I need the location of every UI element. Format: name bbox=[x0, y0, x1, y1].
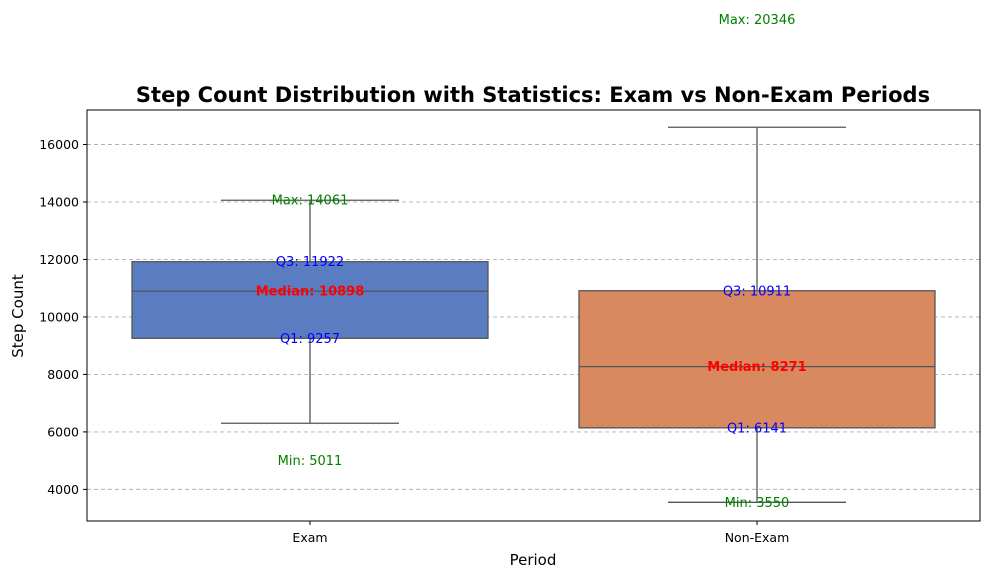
plot-frame bbox=[86, 109, 981, 522]
y-axis-label: Step Count bbox=[9, 274, 27, 358]
iqr-box bbox=[131, 261, 489, 339]
y-tick-label: 8000 bbox=[47, 367, 79, 382]
max-label: Max: 20346 bbox=[719, 13, 796, 28]
y-tick-label: 10000 bbox=[39, 309, 79, 324]
annotations: Max: 14061 Q3: 11922 Median: 10898 Q1: 9257… bbox=[256, 13, 807, 511]
box-exam bbox=[131, 199, 489, 424]
y-tick-label: 16000 bbox=[39, 137, 79, 152]
iqr-box bbox=[578, 290, 936, 429]
max-label: Max: 14061 bbox=[272, 194, 349, 209]
q3-label: Q3: 11922 bbox=[276, 255, 344, 270]
q3-label: Q3: 10911 bbox=[723, 284, 791, 299]
q1-label: Q1: 9257 bbox=[280, 332, 340, 347]
median-label: Median: 10898 bbox=[256, 285, 365, 300]
min-label: Min: 5011 bbox=[278, 454, 343, 469]
x-tick-label: Non-Exam bbox=[725, 530, 790, 545]
y-tick-label: 12000 bbox=[39, 252, 79, 267]
x-axis-label: Period bbox=[510, 551, 557, 569]
x-tick-label: Exam bbox=[292, 530, 327, 545]
q1-label: Q1: 6141 bbox=[727, 421, 787, 436]
median-label: Median: 8271 bbox=[707, 360, 806, 375]
y-tick-label: 14000 bbox=[39, 194, 79, 209]
boxes bbox=[131, 126, 936, 503]
y-tick-label: 6000 bbox=[47, 424, 79, 439]
min-label: Min: 3550 bbox=[725, 496, 790, 511]
x-axis-ticks: Exam Non-Exam bbox=[292, 521, 789, 545]
y-axis-ticks: 4000 6000 8000 10000 12000 14000 16000 bbox=[39, 137, 87, 497]
box-non-exam bbox=[578, 126, 936, 503]
y-tick-label: 4000 bbox=[47, 482, 79, 497]
chart-title: Step Count Distribution with Statistics:… bbox=[136, 83, 930, 107]
